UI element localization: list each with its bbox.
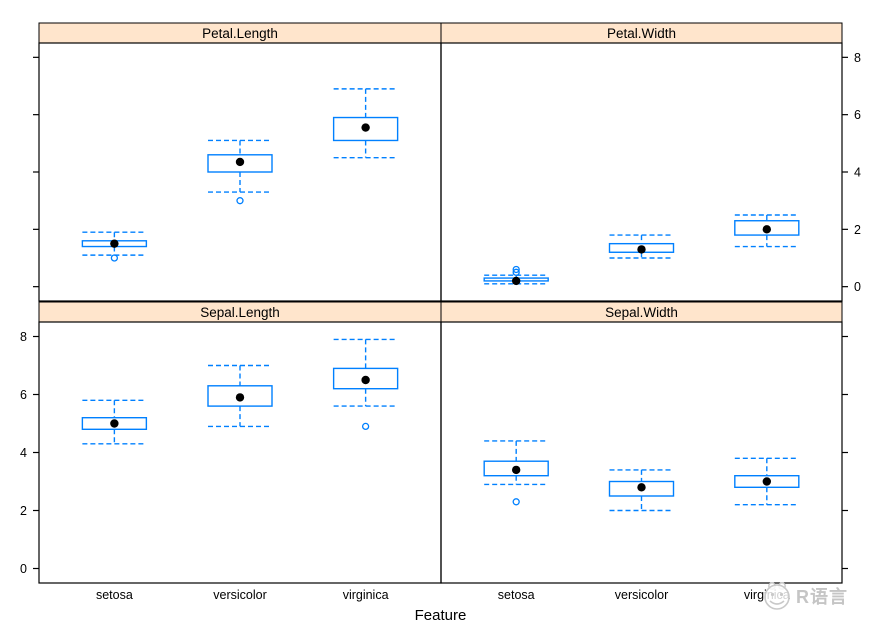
median-dot [762,225,772,234]
strip-title-petal-length: Petal.Length [202,26,278,41]
box-virginica [734,475,800,489]
strip-title-petal-width: Petal.Width [607,26,676,41]
median-dot [361,375,370,385]
median-dot [637,245,646,254]
box-virginica [332,367,399,390]
median-dot [637,483,646,492]
y-tick-label: 4 [20,446,27,460]
x-tick-label-virginica: virginica [744,588,790,602]
x-tick-label-versicolor: versicolor [213,588,267,602]
x-axis-title: Feature [414,607,467,624]
median-dot [511,276,521,286]
x-tick-label-setosa: setosa [96,588,133,602]
outlier-point [236,197,244,205]
y-tick-label: 2 [854,223,861,237]
x-tick-label-setosa: setosa [498,588,535,602]
y-tick-label: 0 [854,280,861,294]
y-tick-label: 8 [854,51,861,65]
median-dot [235,157,245,167]
box-versicolor [608,480,675,497]
median-dot [110,419,119,428]
median-dot [235,393,245,402]
outlier-point [361,422,370,431]
panel-sepal-width [440,321,843,584]
y-tick-label: 6 [20,388,27,402]
y-tick-label: 4 [854,166,861,180]
panel-sepal-length [38,321,442,584]
box-setosa [483,460,549,477]
box-setosa [81,417,148,431]
median-dot [110,239,119,248]
outlier-point [512,268,520,276]
x-tick-label-virginica: virginica [343,588,389,602]
x-tick-label-versicolor: versicolor [615,588,669,602]
y-tick-label: 8 [20,330,27,344]
y-tick-label: 6 [854,108,861,122]
outlier-point [512,498,520,506]
median-dot [361,123,370,132]
median-dot [762,477,772,486]
strip-title-sepal-length: Sepal.Length [200,305,280,320]
y-tick-label: 0 [20,562,27,576]
median-dot [511,465,521,475]
outlier-point [110,254,119,262]
box-versicolor [207,154,273,173]
strip-title-sepal-width: Sepal.Width [605,305,678,320]
panel-petal-width [440,42,843,302]
box-virginica [734,220,800,236]
outlier-point [512,265,520,274]
box-virginica [332,116,399,142]
y-tick-label: 2 [20,504,27,518]
box-versicolor [207,385,273,407]
